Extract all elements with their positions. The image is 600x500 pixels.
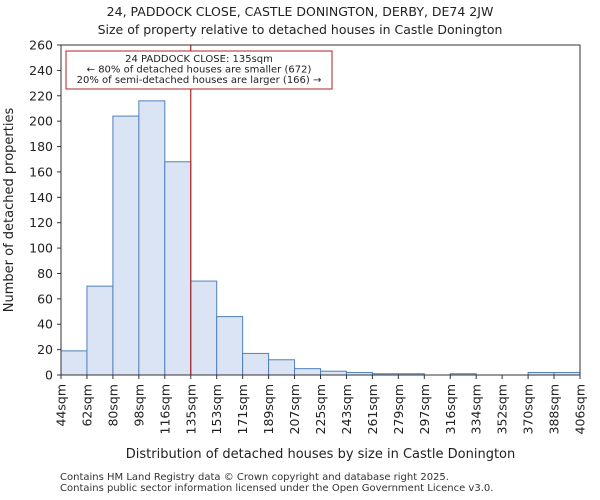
footer-line-1: Contains HM Land Registry data © Crown c…: [60, 472, 449, 483]
bar-62sqm: [86, 285, 114, 376]
x-tick-label: 171sqm: [235, 384, 250, 434]
bar-153sqm: [216, 316, 244, 376]
annotation-line-1: 24 PADDOCK CLOSE: 135sqm: [125, 54, 273, 65]
y-tick-label: 60: [37, 291, 53, 306]
x-tick-label: 44sqm: [54, 384, 69, 427]
x-tick-label: 135sqm: [183, 384, 198, 434]
x-tick-label: 297sqm: [417, 384, 432, 434]
y-axis-label: Number of detached properties: [2, 108, 17, 313]
y-ticks-group: 0 20 40 60 80 100 120 140 160 180 200 220 240 260: [29, 38, 61, 383]
y-tick-label: 140: [29, 190, 53, 205]
x-tick-label: 334sqm: [469, 384, 484, 434]
x-tick-label: 153sqm: [209, 384, 224, 434]
x-tick-label: 279sqm: [391, 384, 406, 434]
bars-group: [60, 100, 581, 376]
footer: Contains HM Land Registry data © Crown c…: [60, 472, 493, 494]
x-tick-label: 207sqm: [287, 384, 302, 434]
bar-135sqm: [190, 280, 218, 376]
x-tick-label: 98sqm: [131, 384, 146, 427]
footer-line-2: Contains public sector information licen…: [60, 483, 494, 494]
bar-225sqm: [320, 370, 347, 376]
y-tick-label: 100: [29, 241, 53, 256]
annotation-line-2: ← 80% of detached houses are smaller (67…: [87, 65, 312, 76]
bar-116sqm: [164, 161, 192, 376]
x-tick-label: 316sqm: [443, 384, 458, 434]
y-tick-label: 120: [29, 215, 53, 230]
y-tick-label: 220: [29, 88, 53, 103]
bar-171sqm: [242, 352, 270, 376]
x-tick-label: 243sqm: [339, 384, 354, 434]
x-axis-label: Distribution of detached houses by size …: [126, 447, 515, 462]
annotation-line-3: 20% of semi-detached houses are larger (…: [77, 75, 322, 86]
chart-title-block: 24, PADDOCK CLOSE, CASTLE DONINGTON, DER…: [0, 3, 600, 39]
annotation-box: 24 PADDOCK CLOSE: 135sqm ← 80% of detach…: [65, 50, 333, 90]
bar-189sqm: [268, 359, 296, 376]
annotation-border: [65, 50, 333, 90]
bar-80sqm: [112, 115, 140, 376]
y-tick-label: 80: [37, 266, 53, 281]
chart-subtitle: Size of property relative to detached ho…: [97, 22, 503, 37]
bar-207sqm: [294, 368, 321, 376]
x-tick-label: 261sqm: [365, 384, 380, 434]
y-tick-label: 160: [29, 164, 53, 179]
x-tick-label: 116sqm: [157, 384, 172, 434]
x-tick-label: 388sqm: [547, 384, 562, 434]
x-tick-label: 80sqm: [105, 384, 120, 427]
y-tick-label: 40: [37, 317, 53, 332]
y-tick-label: 200: [29, 114, 53, 129]
chart-title: 24, PADDOCK CLOSE, CASTLE DONINGTON, DER…: [106, 4, 494, 19]
x-tick-label: 225sqm: [313, 384, 328, 434]
y-tick-label: 180: [29, 139, 53, 154]
x-tick-label: 352sqm: [495, 384, 510, 434]
y-tick-label: 0: [45, 368, 53, 383]
bar-44sqm: [60, 350, 88, 376]
x-tick-label: 189sqm: [261, 384, 276, 434]
x-ticks-group: 44sqm 62sqm 80sqm 98sqm 116sqm 135sqm 153sqm 17…: [54, 375, 588, 434]
x-tick-label: 370sqm: [521, 384, 536, 434]
x-tick-label: 406sqm: [573, 384, 588, 434]
y-tick-label: 260: [29, 38, 53, 53]
x-tick-label: 62sqm: [79, 384, 94, 427]
y-tick-label: 20: [37, 342, 53, 357]
y-tick-label: 240: [29, 63, 53, 78]
histogram-chart: 0 20 40 60 80 100 120 140 160 180 200 220 240 260 44s…: [2, 38, 588, 463]
bar-98sqm: [138, 100, 166, 376]
